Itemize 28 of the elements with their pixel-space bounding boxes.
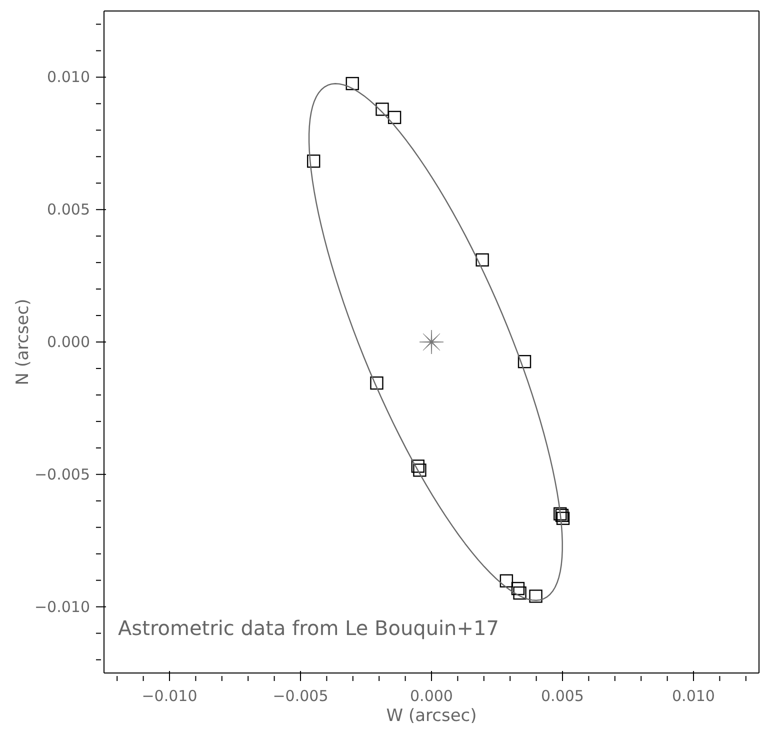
x-axis-title: W (arcsec) bbox=[386, 706, 477, 726]
x-tick-label: 0.010 bbox=[672, 687, 715, 705]
point bbox=[500, 574, 514, 588]
point bbox=[513, 586, 526, 600]
annotation: Astrometric data from Le Bouquin+17 bbox=[118, 616, 499, 640]
point bbox=[529, 590, 542, 603]
y-tick-label: 0.005 bbox=[47, 200, 90, 219]
y-tick-label: 0.010 bbox=[47, 68, 90, 86]
point bbox=[419, 330, 444, 354]
y-tick-label: −0.010 bbox=[34, 598, 90, 616]
y-axis-title: N (arcsec) bbox=[13, 298, 34, 386]
x-tick-label: −0.005 bbox=[272, 687, 328, 705]
point bbox=[476, 253, 489, 267]
point bbox=[346, 76, 359, 90]
point bbox=[388, 110, 402, 124]
point bbox=[307, 154, 320, 168]
x-tick-label: 0.000 bbox=[410, 687, 453, 705]
y-tick-label: 0.000 bbox=[47, 333, 90, 351]
point bbox=[413, 464, 426, 477]
point bbox=[376, 102, 389, 116]
y-tick-label: −0.005 bbox=[34, 465, 90, 484]
x-tick-label: 0.005 bbox=[541, 687, 584, 705]
point bbox=[556, 512, 570, 525]
point bbox=[411, 460, 424, 473]
point bbox=[518, 354, 532, 368]
x-tick-label: −0.010 bbox=[142, 687, 198, 705]
point bbox=[370, 376, 384, 390]
point bbox=[511, 582, 525, 596]
